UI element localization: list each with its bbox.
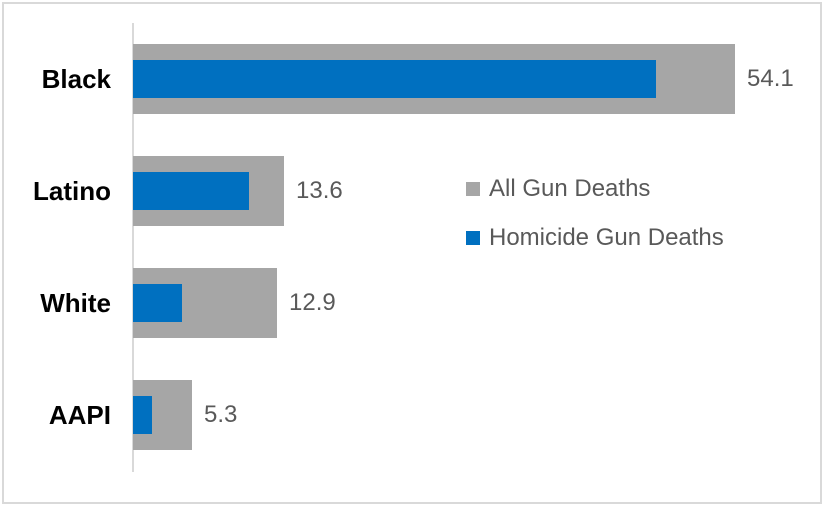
legend-swatch-all-gun-deaths-icon	[466, 182, 480, 196]
legend-item-all-gun-deaths: All Gun Deaths	[466, 175, 724, 202]
category-label-white: White	[40, 287, 111, 318]
legend-swatch-homicide-gun-deaths-icon	[466, 231, 480, 245]
legend-label-homicide-gun-deaths: Homicide Gun Deaths	[489, 224, 724, 251]
category-label-aapi: AAPI	[48, 399, 111, 430]
legend: All Gun Deaths Homicide Gun Deaths	[466, 175, 724, 251]
chart-row-black: Black 54.1	[0, 23, 827, 135]
value-label-latino: 13.6	[296, 177, 343, 204]
chart-row-aapi: AAPI 5.3	[0, 359, 827, 471]
homicide-gun-deaths-bar-white	[133, 284, 182, 322]
chart-row-latino: Latino 13.6	[0, 135, 827, 247]
legend-item-homicide-gun-deaths: Homicide Gun Deaths	[466, 224, 724, 251]
y-axis-line	[132, 23, 134, 472]
homicide-gun-deaths-bar-aapi	[133, 396, 152, 434]
category-label-black: Black	[41, 63, 111, 94]
value-label-black: 54.1	[747, 65, 794, 92]
category-label-latino: Latino	[33, 175, 111, 206]
homicide-gun-deaths-bar-black	[133, 60, 656, 98]
value-label-white: 12.9	[289, 289, 336, 316]
chart-row-white: White 12.9	[0, 247, 827, 359]
value-label-aapi: 5.3	[204, 401, 238, 428]
homicide-gun-deaths-bar-latino	[133, 172, 249, 210]
legend-label-all-gun-deaths: All Gun Deaths	[489, 175, 651, 202]
